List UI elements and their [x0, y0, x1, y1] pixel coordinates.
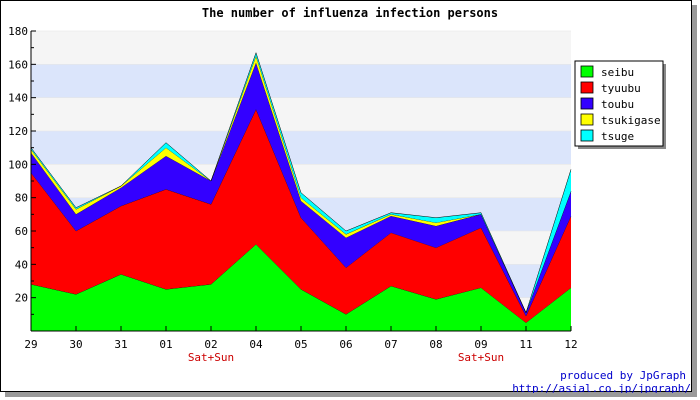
x-tick-label: 12 — [564, 338, 577, 351]
stacked-areas — [30, 51, 572, 331]
x-tick-label: 09 — [474, 338, 487, 351]
x-tick-label: 30 — [69, 338, 82, 351]
legend-swatch-tsuge — [580, 129, 594, 142]
x-tick-label: 05 — [294, 338, 307, 351]
y-tick-label: 180 — [8, 25, 28, 38]
area-edge-tsuge — [30, 51, 572, 314]
legend-label-toubu: toubu — [601, 98, 634, 111]
area-tyuubu — [31, 109, 571, 323]
grid-band — [31, 64, 571, 98]
x-tick-label: 08 — [429, 338, 442, 351]
chart-title: The number of influenza infection person… — [202, 6, 498, 20]
legend-label-tyuubu: tyuubu — [601, 82, 641, 95]
y-tick-label: 40 — [15, 258, 28, 271]
x-tick-label: 01 — [159, 338, 172, 351]
weekend-label: Sat+Sun — [188, 351, 234, 364]
legend: seibu tyuubu toubu tsukigase tsuge — [574, 60, 666, 149]
area-toubu — [31, 62, 571, 317]
weekend-label: Sat+Sun — [458, 351, 504, 364]
legend-swatch-tyuubu — [580, 81, 594, 94]
y-tick-label: 100 — [8, 158, 28, 171]
grid-band — [31, 31, 571, 65]
y-tick-label: 120 — [8, 125, 28, 138]
credit-line-1: produced by JpGraph — [560, 369, 686, 382]
legend-swatch-tsukigase — [580, 113, 594, 126]
x-tick-label: 11 — [519, 338, 532, 351]
x-tick-label: 29 — [24, 338, 37, 351]
axes: 20 40 60 80 100 120 140 160 180 29 30 31 01 02 04 05 06 0… — [8, 25, 578, 364]
grid-band — [31, 131, 571, 165]
x-tick-label: 06 — [339, 338, 352, 351]
legend-label-tsukigase: tsukigase — [601, 114, 661, 127]
credit-line-2: http://asial.co.jp/jpgraph/ — [512, 382, 691, 393]
area-seibu — [31, 244, 571, 331]
legend-swatch-seibu — [580, 65, 594, 78]
legend-label-tsuge: tsuge — [601, 130, 634, 143]
y-tick-label: 80 — [15, 192, 28, 205]
legend-swatch-toubu — [580, 97, 594, 110]
x-tick-label: 31 — [114, 338, 127, 351]
legend-label-seibu: seibu — [601, 66, 634, 79]
x-tick-label: 07 — [384, 338, 397, 351]
area-chart: 20 40 60 80 100 120 140 160 180 29 30 31 01 02 04 05 06 0… — [8, 6, 691, 393]
y-tick-label: 20 — [15, 292, 28, 305]
x-tick-label: 02 — [204, 338, 217, 351]
y-tick-label: 60 — [15, 225, 28, 238]
chart-frame: 20 40 60 80 100 120 140 160 180 29 30 31 01 02 04 05 06 0… — [0, 0, 692, 393]
x-tick-label: 04 — [249, 338, 263, 351]
y-tick-label: 160 — [8, 58, 28, 71]
grid-band — [31, 97, 571, 131]
y-tick-label: 140 — [8, 92, 28, 105]
